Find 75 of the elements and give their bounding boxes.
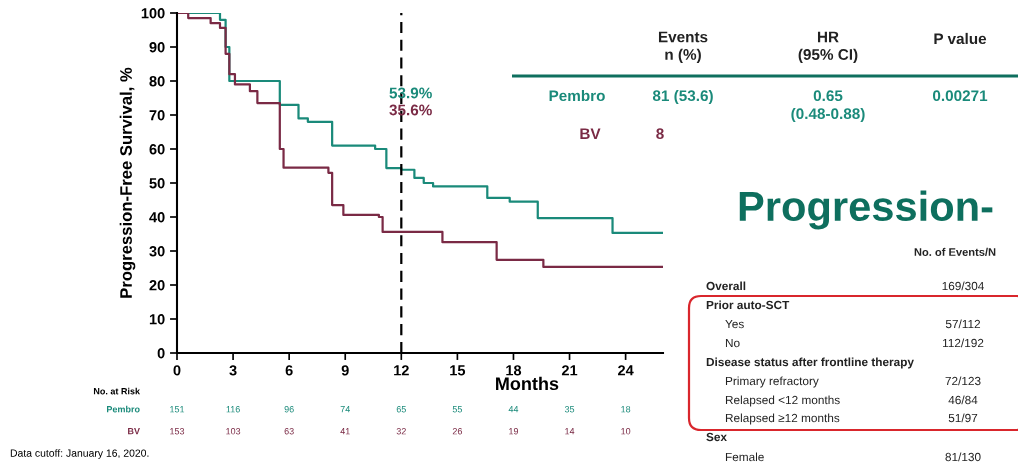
y-tick-label: 80 [149, 76, 165, 87]
y-tick-label: 90 [149, 42, 165, 53]
y-tick-label: 100 [141, 8, 165, 19]
y-tick-label: 20 [149, 280, 165, 291]
text: P value [934, 32, 987, 45]
text: Pembro [106, 405, 140, 413]
annotation: Events n (%) [658, 31, 708, 63]
x-tick-label: 6 [285, 365, 293, 376]
text: 46/84 [948, 395, 978, 405]
text: Overall [706, 281, 746, 291]
text: Progression- [739, 190, 993, 230]
text: Prior auto-SCT [706, 300, 790, 310]
x-axis-title: Months [496, 376, 559, 391]
text: 18 [621, 406, 631, 413]
y-tick-label: 50 [149, 178, 165, 189]
text: Data cutoff: January 16, 2020. [10, 449, 149, 459]
text: Primary refractory [725, 376, 819, 388]
text: 81/130 [945, 452, 981, 462]
text: 35 [564, 406, 575, 413]
text: No. at Risk [93, 387, 141, 395]
text: 0.00271 [932, 90, 988, 102]
annotation: 35.6% [389, 104, 432, 116]
y-tick-label: 70 [149, 110, 165, 121]
text: 103 [226, 428, 241, 435]
annotation: Pembro [549, 89, 605, 102]
text: 44 [508, 406, 519, 413]
text: 112/192 [943, 338, 984, 348]
y-tick-label: 30 [149, 246, 165, 257]
y-tick-label: 40 [149, 212, 165, 223]
text: 10 [621, 428, 631, 435]
text: 151 [170, 406, 185, 413]
text: 72/123 [945, 376, 981, 386]
annotation: 81 (53.6) [652, 89, 713, 105]
annotation: 53.9% [389, 87, 432, 99]
text: BV [128, 428, 140, 435]
text: 26 [452, 428, 463, 435]
text: 55 [452, 406, 463, 413]
y-tick-label: 60 [149, 144, 165, 155]
x-tick-label: 15 [450, 365, 466, 376]
text: 0.65 [813, 90, 843, 102]
text: 14 [565, 428, 575, 435]
text: 19 [509, 428, 519, 435]
text: Relapsed <12 months [725, 395, 840, 407]
text: 96 [284, 406, 294, 413]
text: 153 [170, 428, 185, 435]
text: 32 [396, 428, 406, 435]
text: Female [725, 452, 764, 462]
text: 65 [396, 406, 406, 413]
text: Disease status after frontline therapy [706, 357, 914, 369]
text: 41 [340, 428, 350, 435]
x-tick-label: 0 [173, 365, 181, 376]
text: Sex [706, 432, 727, 442]
text: No [725, 338, 740, 348]
x-tick-label: 9 [341, 365, 349, 376]
y-axis-title: Progression-Free Survival, % [119, 67, 136, 298]
x-tick-label: 3 [229, 365, 237, 376]
text: Yes [725, 319, 744, 329]
text: (0.48-0.88) [791, 107, 865, 123]
x-tick-label: 12 [394, 365, 409, 376]
text: No. of Events/N [914, 247, 996, 257]
annotation: BV [580, 128, 601, 139]
x-tick-label: 21 [561, 365, 578, 376]
y-tick-label: 10 [149, 314, 165, 325]
y-tick-label: 0 [157, 348, 165, 359]
text: 74 [340, 406, 350, 413]
text: Relapsed ≥12 months [725, 413, 840, 425]
x-tick-label: 24 [618, 365, 634, 376]
text: 116 [226, 406, 240, 413]
text: 51/97 [948, 413, 978, 423]
text: HR (95% CI) [798, 31, 858, 63]
annotation: 8 [656, 128, 664, 140]
text: 169/304 [942, 281, 984, 291]
text: 63 [284, 428, 294, 435]
x-tick-label: 18 [506, 365, 522, 376]
text: 57/112 [945, 319, 981, 329]
